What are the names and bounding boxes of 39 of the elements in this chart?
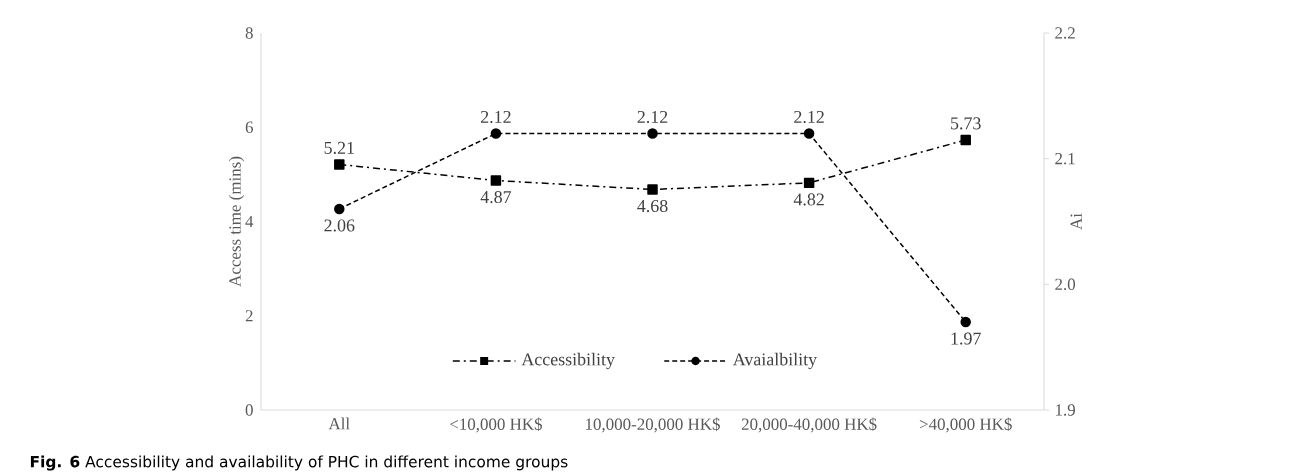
data-label: 4.82 <box>793 193 824 206</box>
point <box>960 134 971 146</box>
y2-tick-label: 2.2 <box>1055 27 1075 39</box>
y-axis-title: Access time (mins) <box>228 156 245 287</box>
y-tick-label: 4 <box>245 215 254 228</box>
y2-tick-label: 1.9 <box>1055 404 1075 416</box>
point <box>647 184 658 195</box>
data-label: 2.12 <box>794 110 824 124</box>
y-tick-label: 8 <box>245 27 253 39</box>
y-tick-label: 6 <box>245 121 253 133</box>
text: Fig. 6 Accessibility and availability of PHC in different income groups <box>30 455 568 471</box>
point <box>490 128 502 139</box>
y2-tick-label: 2.1 <box>1055 152 1075 165</box>
data-label: 5.21 <box>324 141 354 154</box>
y-tick-label: 0 <box>245 404 253 416</box>
point <box>803 177 815 189</box>
data-label: 2.06 <box>324 219 355 232</box>
y2-axis-title: Ai <box>1070 213 1082 230</box>
legend-label: Accessibility <box>521 352 615 370</box>
point <box>490 175 502 186</box>
y2-tick-label: 2.0 <box>1055 278 1076 291</box>
data-label: 5.73 <box>951 117 981 130</box>
point <box>647 128 658 139</box>
point <box>960 316 971 328</box>
data-label: 2.12 <box>481 110 511 124</box>
legend-label: Avaialbility <box>732 352 818 370</box>
x-tick-label: All <box>328 417 350 430</box>
x-tick-label: 20,000-40,000 HK$ <box>741 417 877 433</box>
x-tick-label: <10,000 HK$ <box>450 417 543 433</box>
y-tick-label: 2 <box>245 310 253 322</box>
point <box>334 203 345 215</box>
x-tick-label: >40,000 HK$ <box>919 417 1012 433</box>
point <box>803 128 815 139</box>
data-label: 4.87 <box>480 191 512 204</box>
x-tick-label: 10,000-20,000 HK$ <box>586 417 720 433</box>
point <box>334 159 345 170</box>
data-label: 1.97 <box>951 332 981 345</box>
data-label: 2.12 <box>637 110 668 124</box>
data-label: 4.68 <box>637 199 668 213</box>
